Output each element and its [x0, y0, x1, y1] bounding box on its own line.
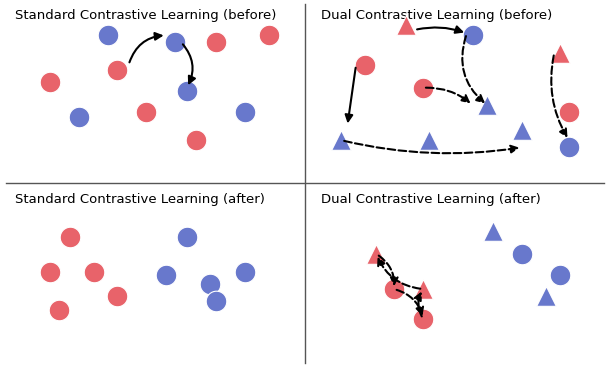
Text: Standard Contrastive Learning (before): Standard Contrastive Learning (before): [15, 9, 276, 22]
Point: [371, 251, 381, 257]
Text: Standard Contrastive Learning (after): Standard Contrastive Learning (after): [15, 193, 265, 206]
Point: [555, 272, 565, 278]
Point: [211, 39, 221, 45]
Point: [74, 115, 84, 121]
Point: [182, 88, 192, 94]
Point: [517, 127, 527, 133]
Point: [54, 307, 63, 313]
Point: [488, 228, 498, 234]
Point: [103, 32, 113, 38]
Point: [564, 109, 574, 115]
Point: [389, 286, 399, 292]
Point: [564, 144, 574, 150]
Point: [211, 298, 221, 304]
Point: [360, 62, 370, 68]
Point: [418, 316, 428, 322]
Point: [206, 281, 215, 287]
Point: [401, 22, 411, 28]
Point: [182, 233, 192, 239]
Point: [517, 251, 527, 257]
Point: [170, 39, 180, 45]
Point: [162, 272, 171, 278]
Point: [240, 109, 250, 115]
Point: [418, 286, 428, 292]
Point: [468, 32, 478, 38]
Point: [141, 109, 151, 115]
Point: [112, 293, 122, 299]
Text: Dual Contrastive Learning (after): Dual Contrastive Learning (after): [321, 193, 541, 206]
Point: [264, 32, 273, 38]
Point: [191, 137, 201, 143]
Point: [240, 269, 250, 275]
Point: [424, 137, 434, 143]
Text: Dual Contrastive Learning (before): Dual Contrastive Learning (before): [321, 9, 552, 22]
Point: [483, 102, 492, 108]
Point: [45, 269, 55, 275]
Point: [45, 80, 55, 85]
Point: [540, 293, 550, 299]
Point: [88, 269, 98, 275]
Point: [418, 85, 428, 91]
Point: [112, 67, 122, 73]
Point: [65, 233, 75, 239]
Point: [337, 137, 346, 143]
Point: [555, 50, 565, 56]
